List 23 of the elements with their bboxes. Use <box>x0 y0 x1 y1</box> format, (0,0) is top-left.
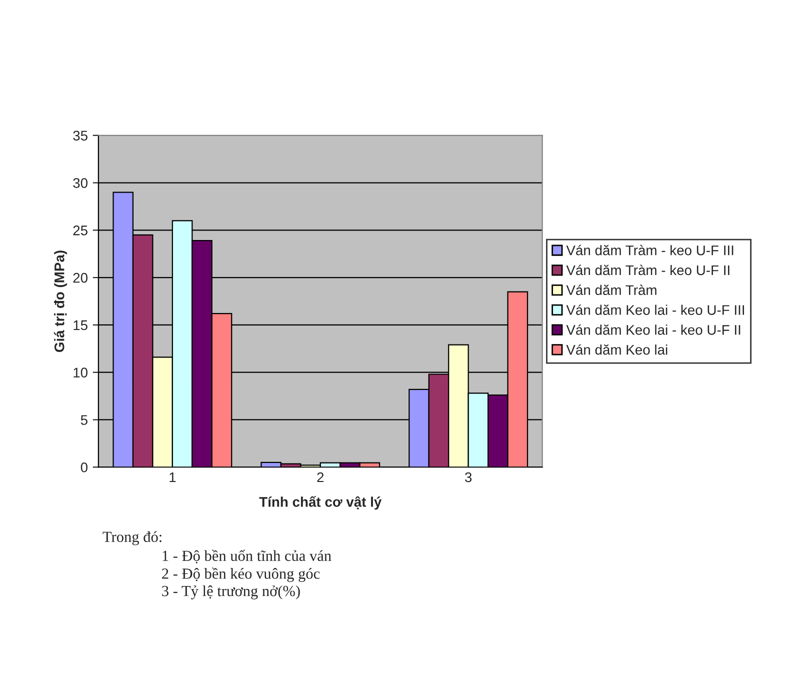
y-tick-label: 35 <box>73 130 88 141</box>
text: 1 - Độ bền uốn tĩnh của ván <box>162 550 332 564</box>
legend-label: Ván dăm Keo lai <box>566 344 668 355</box>
legend-label: Ván dăm Tràm <box>566 284 656 296</box>
x-tick-label: 1 <box>170 472 176 482</box>
text: 3 - Tỷ lệ trương nở(%) <box>162 585 300 600</box>
y-tick-label: 20 <box>73 272 88 283</box>
y-tick-label: 25 <box>73 226 88 236</box>
x-tick-label: 3 <box>464 472 472 482</box>
y-axis-title: Giá trị đo (MPa) <box>54 250 68 352</box>
x-tick-label: 2 <box>317 472 324 482</box>
text: Trong đó: <box>102 531 162 546</box>
y-tick-label: 0 <box>80 462 88 472</box>
x-axis-title: Tính chất cơ vật lý <box>259 496 382 510</box>
y-tick-label: 15 <box>74 320 88 330</box>
y-tick-label: 10 <box>74 368 88 378</box>
legend-label: Ván dăm Tràm - keo U-F III <box>566 244 734 256</box>
y-tick-label: 5 <box>80 415 88 425</box>
text: 2 - Độ bền kéo vuông góc <box>162 568 320 582</box>
legend-label: Ván dăm Tràm - keo U-F II <box>566 264 730 276</box>
legend-label: Ván dăm Keo lai - keo U-F II <box>566 324 740 335</box>
legend-label: Ván dăm Keo lai - keo U-F III <box>566 304 744 315</box>
y-tick-label: 30 <box>73 178 88 188</box>
